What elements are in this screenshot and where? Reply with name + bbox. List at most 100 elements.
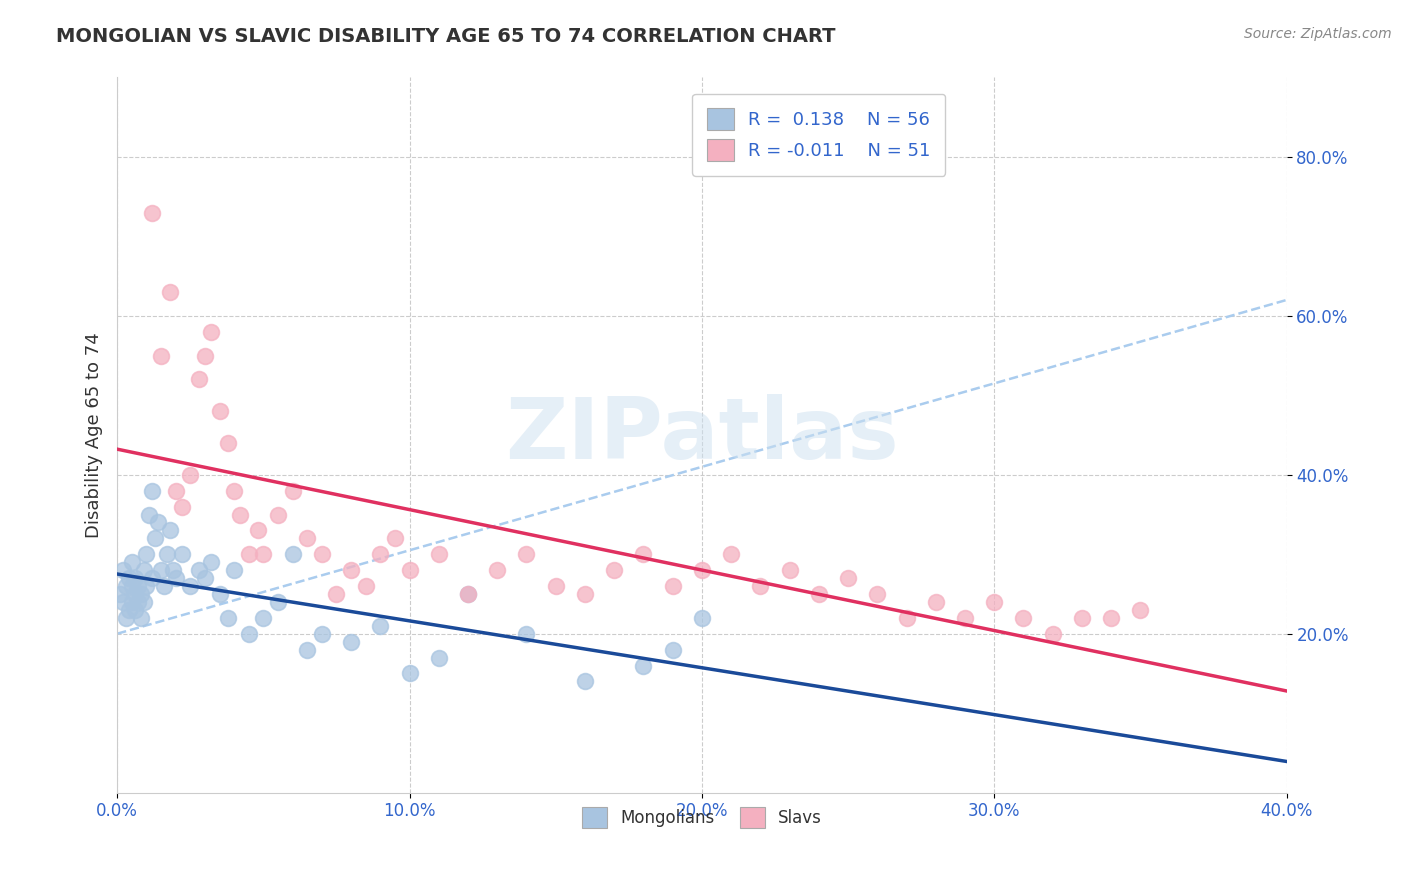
Point	[159, 524, 181, 538]
Point	[200, 555, 222, 569]
Point	[132, 595, 155, 609]
Point	[108, 587, 131, 601]
Point	[340, 563, 363, 577]
Point	[574, 587, 596, 601]
Point	[179, 579, 201, 593]
Point	[325, 587, 347, 601]
Point	[866, 587, 889, 601]
Point	[124, 571, 146, 585]
Point	[141, 483, 163, 498]
Point	[188, 563, 211, 577]
Point	[217, 611, 239, 625]
Point	[132, 563, 155, 577]
Point	[515, 547, 537, 561]
Point	[170, 500, 193, 514]
Point	[118, 603, 141, 617]
Point	[129, 611, 152, 625]
Point	[150, 349, 173, 363]
Point	[124, 587, 146, 601]
Point	[311, 547, 333, 561]
Point	[246, 524, 269, 538]
Point	[179, 467, 201, 482]
Text: MONGOLIAN VS SLAVIC DISABILITY AGE 65 TO 74 CORRELATION CHART: MONGOLIAN VS SLAVIC DISABILITY AGE 65 TO…	[56, 27, 835, 45]
Y-axis label: Disability Age 65 to 74: Disability Age 65 to 74	[86, 332, 103, 538]
Point	[159, 285, 181, 299]
Point	[1042, 626, 1064, 640]
Point	[124, 603, 146, 617]
Point	[398, 666, 420, 681]
Point	[544, 579, 567, 593]
Point	[141, 205, 163, 219]
Point	[690, 563, 713, 577]
Point	[457, 587, 479, 601]
Point	[238, 626, 260, 640]
Point	[368, 619, 391, 633]
Point	[121, 595, 143, 609]
Point	[112, 595, 135, 609]
Point	[633, 547, 655, 561]
Point	[690, 611, 713, 625]
Text: ZIPatlas: ZIPatlas	[505, 393, 898, 476]
Point	[217, 436, 239, 450]
Point	[427, 547, 450, 561]
Point	[281, 483, 304, 498]
Point	[224, 483, 246, 498]
Point	[200, 325, 222, 339]
Point	[208, 404, 231, 418]
Point	[165, 483, 187, 498]
Point	[194, 349, 217, 363]
Point	[267, 595, 290, 609]
Point	[115, 579, 138, 593]
Point	[925, 595, 948, 609]
Point	[165, 571, 187, 585]
Point	[603, 563, 626, 577]
Point	[368, 547, 391, 561]
Point	[1071, 611, 1094, 625]
Point	[486, 563, 509, 577]
Point	[311, 626, 333, 640]
Point	[661, 642, 683, 657]
Point	[267, 508, 290, 522]
Point	[127, 579, 149, 593]
Point	[340, 634, 363, 648]
Point	[427, 650, 450, 665]
Point	[574, 674, 596, 689]
Point	[297, 532, 319, 546]
Point	[118, 571, 141, 585]
Point	[153, 579, 176, 593]
Point	[112, 563, 135, 577]
Point	[896, 611, 918, 625]
Point	[208, 587, 231, 601]
Point	[135, 579, 157, 593]
Point	[633, 658, 655, 673]
Point	[129, 587, 152, 601]
Point	[720, 547, 742, 561]
Point	[162, 563, 184, 577]
Point	[194, 571, 217, 585]
Point	[146, 516, 169, 530]
Point	[281, 547, 304, 561]
Point	[807, 587, 830, 601]
Point	[238, 547, 260, 561]
Point	[1129, 603, 1152, 617]
Point	[141, 571, 163, 585]
Point	[983, 595, 1005, 609]
Point	[354, 579, 377, 593]
Point	[1012, 611, 1035, 625]
Point	[515, 626, 537, 640]
Point	[115, 611, 138, 625]
Point	[188, 372, 211, 386]
Point	[135, 547, 157, 561]
Point	[150, 563, 173, 577]
Point	[297, 642, 319, 657]
Point	[252, 547, 274, 561]
Point	[170, 547, 193, 561]
Point	[121, 555, 143, 569]
Point	[953, 611, 976, 625]
Point	[384, 532, 406, 546]
Point	[749, 579, 772, 593]
Legend: Mongolians, Slavs: Mongolians, Slavs	[575, 801, 828, 834]
Point	[661, 579, 683, 593]
Point	[837, 571, 859, 585]
Point	[457, 587, 479, 601]
